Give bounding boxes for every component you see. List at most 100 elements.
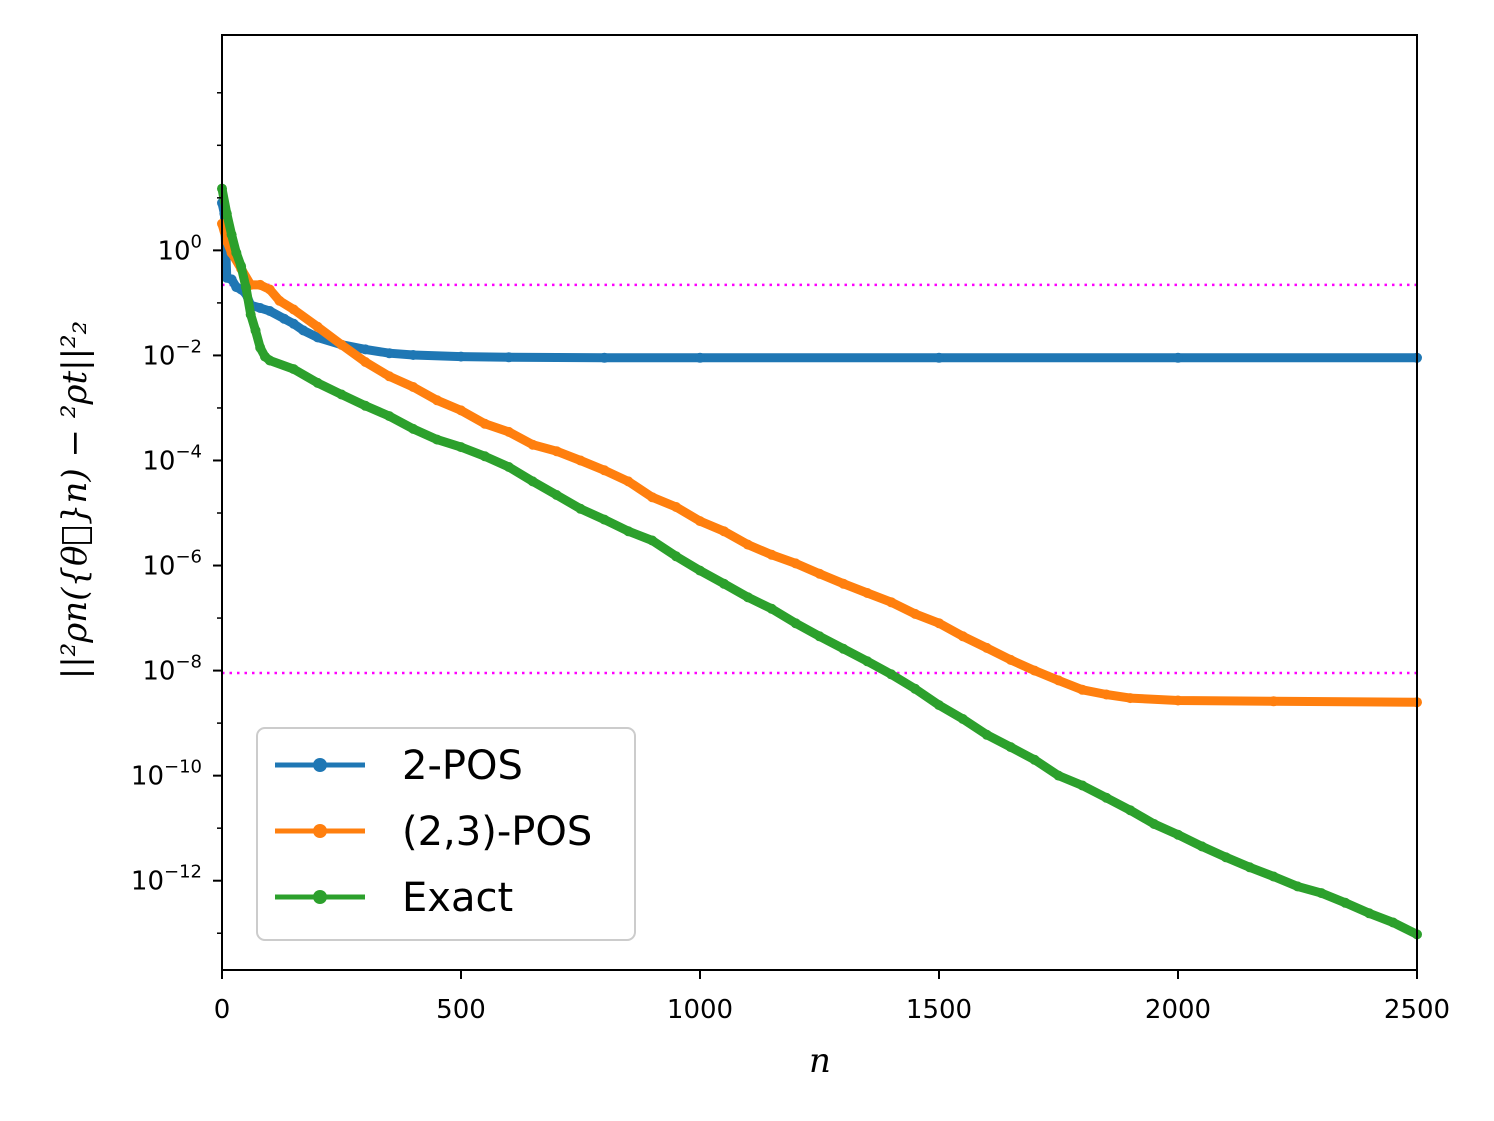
data-point xyxy=(1005,742,1016,753)
data-point xyxy=(1029,754,1040,765)
data-point xyxy=(886,669,897,680)
data-point xyxy=(934,700,944,711)
data-point xyxy=(527,476,538,487)
data-point xyxy=(245,309,256,320)
x-axis: 0 500 1000 1500 2000 2500 xyxy=(214,970,1450,1025)
data-point xyxy=(1005,654,1016,665)
x-tick-label: 500 xyxy=(436,995,486,1025)
data-point xyxy=(1029,665,1040,676)
data-point xyxy=(790,618,801,629)
legend-box xyxy=(256,727,636,941)
legend-item-2: (2,3)-POS xyxy=(275,809,592,855)
data-point xyxy=(1220,852,1231,863)
legend-label: 2-POS xyxy=(402,743,523,789)
data-point xyxy=(981,729,992,740)
data-point xyxy=(838,578,849,589)
data-point xyxy=(221,208,232,219)
data-point xyxy=(503,352,514,363)
data-point xyxy=(766,549,777,560)
data-point xyxy=(695,516,705,527)
legend-label: Exact xyxy=(402,875,513,921)
data-point xyxy=(623,526,634,537)
data-point xyxy=(671,551,682,562)
data-point xyxy=(288,304,299,315)
data-point xyxy=(1125,693,1136,704)
y-tick-label: 100 xyxy=(157,231,202,266)
data-point xyxy=(1101,689,1112,700)
data-point xyxy=(384,411,395,422)
data-point xyxy=(456,351,466,362)
data-point xyxy=(288,318,299,329)
data-point xyxy=(742,539,753,550)
x-tick-label: 2000 xyxy=(1145,995,1211,1025)
data-point xyxy=(479,418,490,429)
y-tick-label: 10−10 xyxy=(131,757,202,792)
data-point xyxy=(886,597,897,608)
data-point xyxy=(432,434,443,445)
data-point xyxy=(623,476,634,487)
data-point xyxy=(226,229,237,240)
data-point xyxy=(551,490,562,500)
data-point xyxy=(279,313,290,324)
legend-label: (2,3)-POS xyxy=(402,809,592,855)
data-point xyxy=(408,423,419,434)
data-point xyxy=(312,321,323,332)
data-point xyxy=(790,558,801,569)
data-point xyxy=(312,332,323,343)
data-point xyxy=(1053,675,1064,686)
y-tick-label: 10−4 xyxy=(142,441,202,476)
data-point xyxy=(384,348,395,359)
data-point xyxy=(236,261,247,272)
data-point xyxy=(527,439,538,450)
data-point xyxy=(288,364,299,375)
y-tick-label: 10−2 xyxy=(142,336,202,371)
y-axis: 100 10−2 10−4 10−6 10−8 10−10 10−12 xyxy=(131,92,222,934)
data-point xyxy=(226,274,237,285)
data-point xyxy=(408,382,419,392)
data-point xyxy=(384,371,395,382)
legend: 2-POS (2,3)-POS Exact xyxy=(256,727,636,941)
series-2 xyxy=(217,218,1422,708)
data-point xyxy=(255,342,266,353)
data-point xyxy=(814,631,825,642)
y-axis-label: ||²ρn({θ⃗}n) − ²ρt||²₂ xyxy=(55,321,95,680)
legend-swatch-marker xyxy=(313,824,327,838)
data-point xyxy=(255,279,266,290)
y-tick-label: 10−8 xyxy=(142,652,202,687)
data-point xyxy=(1268,696,1279,707)
data-point xyxy=(1316,888,1327,899)
data-point xyxy=(1077,780,1088,791)
data-point xyxy=(647,535,658,546)
data-point xyxy=(1268,871,1279,882)
data-point xyxy=(695,565,705,576)
data-point xyxy=(360,344,371,355)
data-point xyxy=(456,442,466,453)
data-point xyxy=(551,446,562,457)
data-point xyxy=(1149,819,1160,829)
data-point xyxy=(862,588,873,598)
y-tick-label: 10−6 xyxy=(142,547,202,582)
data-point xyxy=(1173,829,1183,840)
data-point xyxy=(1388,917,1399,928)
data-point xyxy=(312,377,323,388)
data-point xyxy=(695,352,705,363)
data-point xyxy=(231,247,242,258)
y-tick-label: 10−12 xyxy=(131,862,202,897)
data-point xyxy=(336,389,347,400)
data-point xyxy=(910,683,921,694)
data-point xyxy=(298,325,309,336)
data-point xyxy=(255,303,266,313)
data-point xyxy=(718,578,729,589)
data-point xyxy=(503,462,514,472)
data-point xyxy=(1173,352,1183,363)
legend-item-1: 2-POS xyxy=(275,743,523,789)
x-tick-label: 1000 xyxy=(667,995,733,1025)
data-point xyxy=(274,295,285,306)
series-layer xyxy=(217,183,1422,940)
data-point xyxy=(957,631,968,642)
data-point xyxy=(264,355,275,366)
data-point xyxy=(934,618,944,629)
data-point xyxy=(240,282,251,293)
data-point xyxy=(264,284,275,295)
